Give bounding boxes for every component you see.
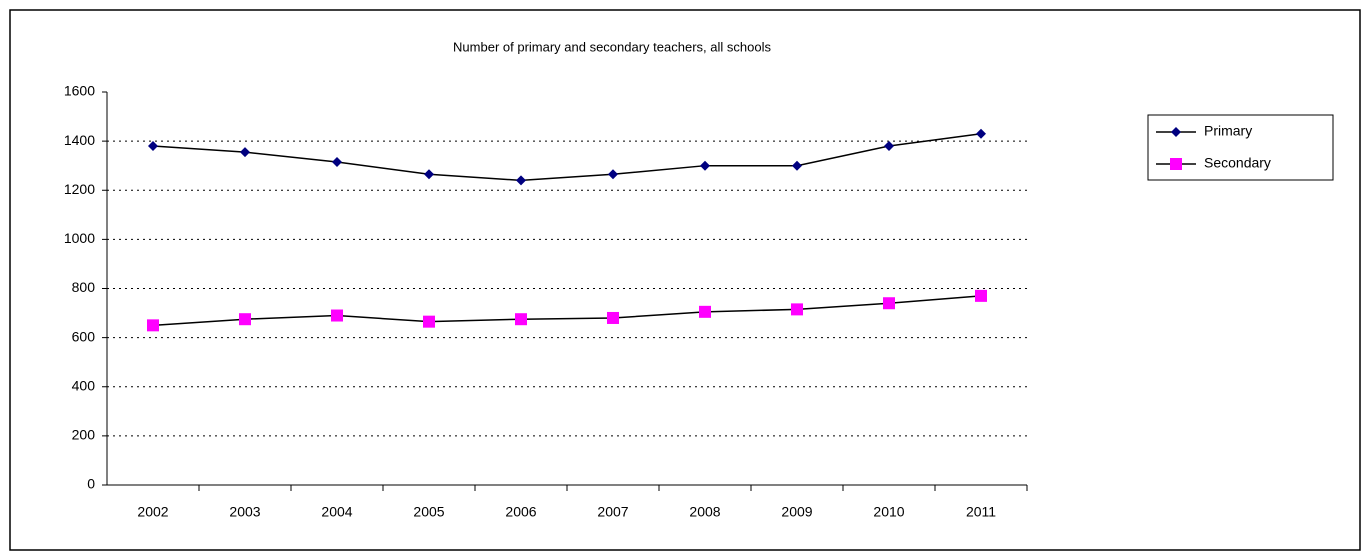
series-line — [152, 295, 982, 327]
x-tick-label: 2002 — [137, 504, 168, 520]
y-tick-label: 0 — [87, 476, 95, 492]
marker — [332, 157, 342, 168]
marker — [607, 311, 619, 324]
x-tick-label: 2003 — [229, 504, 260, 520]
y-tick-label: 1600 — [64, 83, 95, 99]
x-tick-label: 2007 — [597, 504, 628, 520]
x-tick-label: 2005 — [413, 504, 444, 520]
marker — [791, 303, 803, 316]
marker — [608, 169, 618, 180]
marker — [792, 160, 802, 171]
marker — [883, 297, 895, 310]
marker — [976, 128, 986, 139]
marker — [240, 147, 250, 158]
legend-label: Primary — [1204, 123, 1252, 139]
y-tick-label: 200 — [72, 427, 96, 443]
marker — [1171, 127, 1181, 137]
series-line — [152, 133, 982, 182]
marker — [699, 305, 711, 318]
y-tick-label: 1400 — [64, 132, 95, 148]
x-tick-label: 2009 — [781, 504, 812, 520]
y-tick-label: 1200 — [64, 181, 95, 197]
marker — [975, 289, 987, 302]
marker — [515, 313, 527, 326]
x-tick-label: 2011 — [966, 504, 996, 520]
marker — [423, 315, 435, 328]
marker — [147, 319, 159, 332]
chart-title: Number of primary and secondary teachers… — [453, 39, 771, 54]
marker — [1170, 158, 1182, 170]
marker — [424, 169, 434, 180]
y-tick-label: 1000 — [64, 230, 95, 246]
chart-border — [9, 9, 1361, 551]
marker — [700, 160, 710, 171]
x-tick-label: 2004 — [321, 504, 352, 520]
y-tick-label: 800 — [72, 279, 96, 295]
legend-label: Secondary — [1204, 155, 1271, 171]
x-tick-label: 2008 — [689, 504, 720, 520]
x-tick-label: 2006 — [505, 504, 536, 520]
x-tick-label: 2010 — [873, 504, 904, 520]
marker — [148, 141, 158, 152]
y-tick-label: 600 — [72, 328, 96, 344]
marker — [239, 313, 251, 326]
marker — [884, 141, 894, 152]
y-tick-label: 400 — [72, 377, 96, 393]
marker — [331, 309, 343, 322]
marker — [516, 175, 526, 186]
